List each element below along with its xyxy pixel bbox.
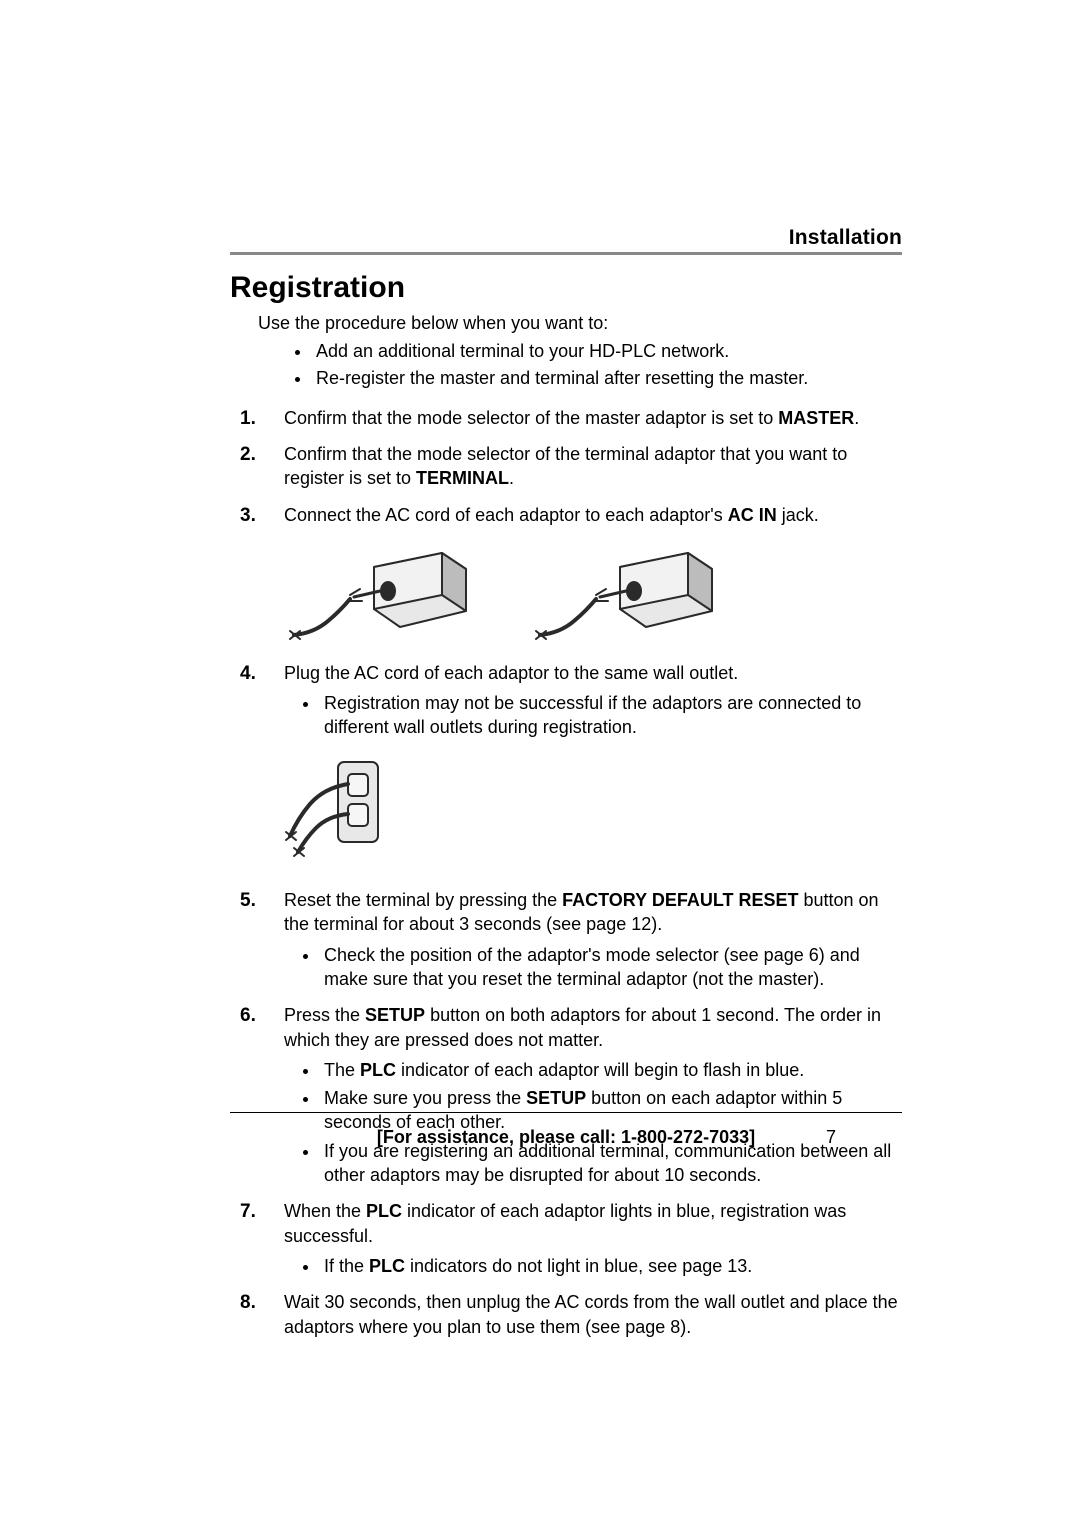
page-title: Registration [230,271,902,305]
step-4: Plug the AC cord of each adaptor to the … [240,661,902,876]
step-2: Confirm that the mode selector of the te… [240,442,902,491]
footer-page-number: 7 [826,1127,836,1148]
step-text: jack. [777,505,819,525]
footer-line: [For assistance, please call: 1-800-272-… [230,1127,902,1148]
step-subitem: If the PLC indicators do not light in bl… [320,1254,902,1278]
step-text: Wait 30 seconds, then unplug the AC cord… [284,1292,898,1336]
step-6: Press the SETUP button on both adaptors … [240,1003,902,1187]
step-bold: AC IN [728,505,777,525]
step-text: When the [284,1201,366,1221]
step-sublist: If the PLC indicators do not light in bl… [320,1254,902,1278]
step-7: When the PLC indicator of each adaptor l… [240,1199,902,1278]
step-5: Reset the terminal by pressing the FACTO… [240,888,902,991]
step-1: Confirm that the mode selector of the ma… [240,406,902,430]
section-header-rule: Installation [230,226,902,255]
step-text: . [509,468,514,488]
step-text: Connect the AC cord of each adaptor to e… [284,505,728,525]
footer-assist-text: [For assistance, please call: 1-800-272-… [377,1127,755,1148]
step-text: Reset the terminal by pressing the [284,890,562,910]
manual-page: Installation Registration Use the proced… [0,0,1080,1528]
step-text: Confirm that the mode selector of the ma… [284,408,778,428]
step-text: Plug the AC cord of each adaptor to the … [284,663,738,683]
step-subitem: The PLC indicator of each adaptor will b… [320,1058,902,1082]
step-3: Connect the AC cord of each adaptor to e… [240,503,902,649]
step-bold: MASTER [778,408,854,428]
step-sublist: Registration may not be successful if th… [320,691,902,740]
page-footer: [For assistance, please call: 1-800-272-… [230,1112,902,1148]
wall-outlet-illustration-icon [284,754,394,864]
step-text: Confirm that the mode selector of the te… [284,444,847,488]
step-text: Press the [284,1005,365,1025]
intro-item: Re-register the master and terminal afte… [312,366,902,391]
step-subitem: Registration may not be successful if th… [320,691,902,740]
step-subitem: Check the position of the adaptor's mode… [320,943,902,992]
step-bold: FACTORY DEFAULT RESET [562,890,798,910]
intro-text: Use the procedure below when you want to… [258,311,902,335]
adaptor-illustration-icon [530,539,730,649]
section-header: Installation [789,226,902,249]
adaptor-illustration-icon [284,539,484,649]
adaptor-figure-row [284,539,902,649]
step-bold: TERMINAL [416,468,509,488]
step-bold: PLC [366,1201,402,1221]
steps-list: Confirm that the mode selector of the ma… [240,406,902,1339]
step-8: Wait 30 seconds, then unplug the AC cord… [240,1290,902,1339]
step-sublist: Check the position of the adaptor's mode… [320,943,902,992]
intro-list: Add an additional terminal to your HD-PL… [312,339,902,391]
intro-item: Add an additional terminal to your HD-PL… [312,339,902,364]
step-text: . [854,408,859,428]
step-bold: SETUP [365,1005,425,1025]
